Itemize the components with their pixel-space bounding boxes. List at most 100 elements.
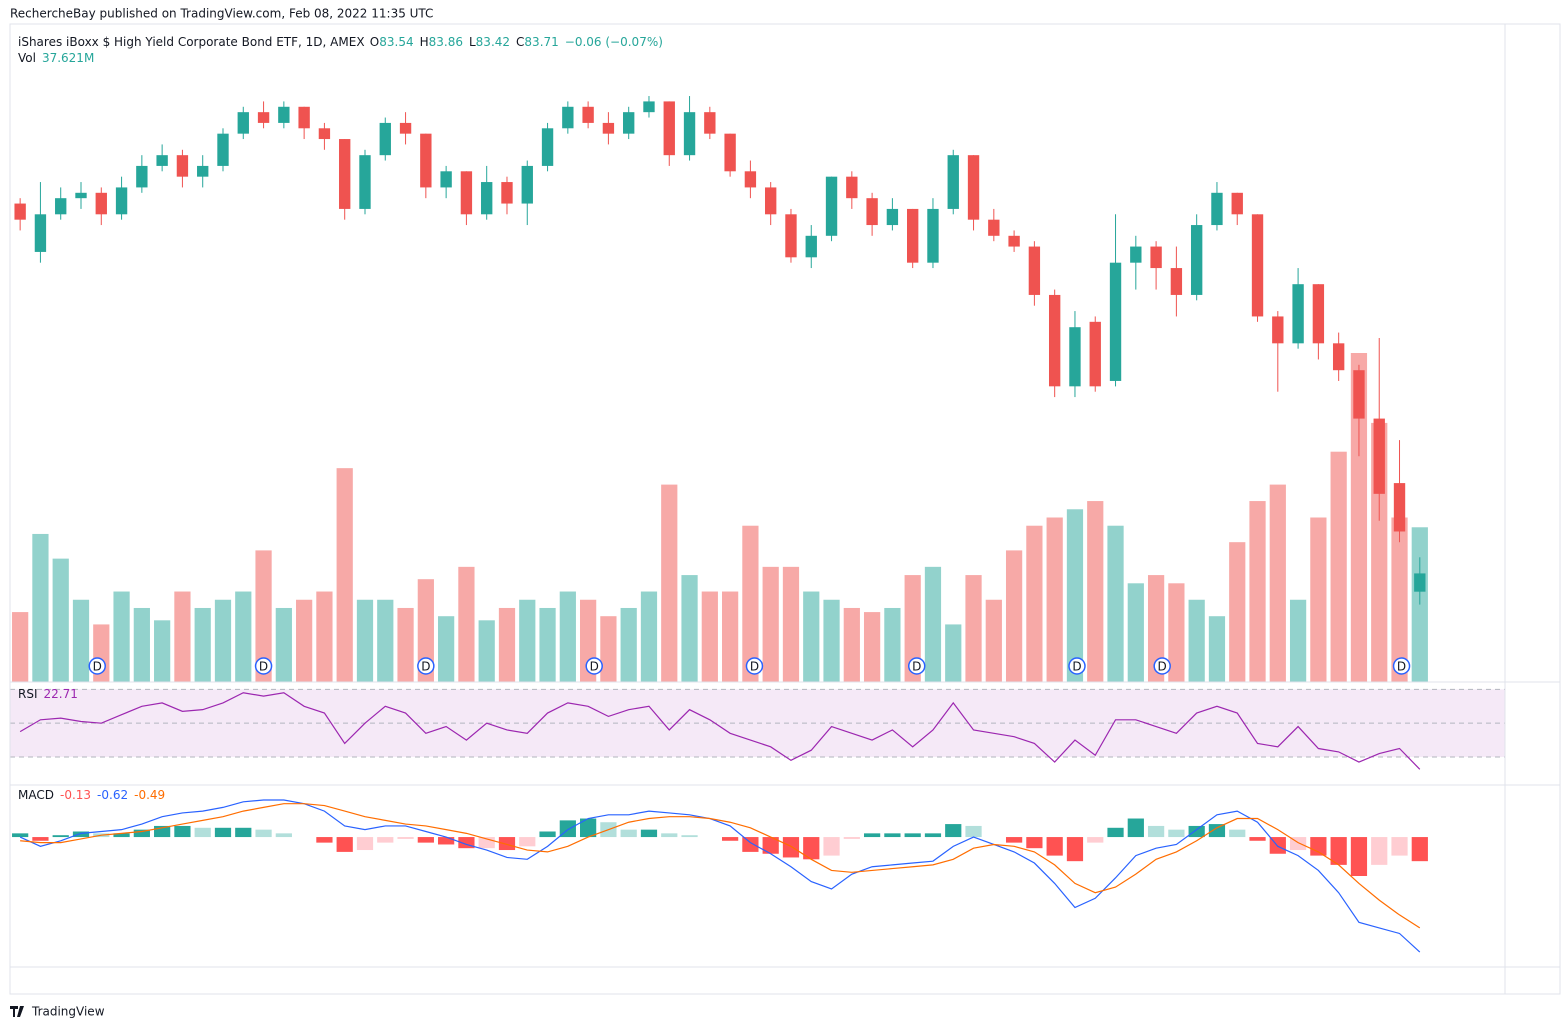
candle-body [785,214,797,258]
rsi-name: RSI [18,687,38,701]
dividend-label: D [912,660,921,674]
candle-body [704,112,716,134]
rsi-line [19,692,1421,770]
candle-body [156,155,168,166]
candle-body [643,101,655,113]
dividend-marker [254,657,273,675]
frame-layer [9,23,1561,995]
candle-body [460,171,473,215]
candle-body [907,208,919,263]
macd-histogram-bar [762,837,779,854]
macd-histogram-bar [620,829,637,838]
candle-body [217,133,229,166]
candle-body [257,112,270,123]
legend-label: C [516,35,524,49]
macd-histogram-bar [1188,825,1205,838]
macd-histogram-bar [924,833,942,838]
dividend-marker [1392,657,1411,675]
macd-histogram-bar [1046,837,1063,856]
macd-histogram-bar [945,824,962,838]
volume-bar [417,579,434,682]
candle-body [136,165,148,188]
volume-bar [1188,599,1205,682]
macd-histogram-bar [965,825,982,838]
volume-bar [336,468,353,682]
candle-body [541,128,554,166]
macd-histogram-bar [1350,837,1368,876]
candle-body [34,214,47,252]
volume-bar [843,607,860,682]
candle-body [1069,327,1081,387]
macd-histogram-bar [640,829,658,838]
volume-bar [782,566,800,682]
macd-histogram-bar [1249,837,1266,841]
macd-histogram-bar [1371,837,1388,865]
candle-body [176,155,189,177]
dividend-label: D [1397,660,1406,674]
candle-body [765,187,777,215]
volume-bar [235,591,252,682]
candle-body [1353,370,1365,419]
candle-body [1373,418,1385,494]
macd-histogram-bar [275,833,292,838]
symbol-title: iShares iBoxx $ High Yield Corporate Bon… [18,35,364,49]
candle-body [379,122,391,156]
candle-body [683,112,696,156]
volume-bar [133,607,150,682]
macd-histogram-bar [133,829,150,838]
legend-label: O [370,35,379,49]
volume-bar [1391,517,1408,682]
rsi-legend: RSI 22.71 [18,687,78,701]
volume-bar [377,599,394,682]
volume-bar [823,599,840,682]
macd-histogram-bar [1147,825,1165,838]
macd-histogram-bar [214,827,232,838]
candle-body [521,165,533,204]
legend-value: 83.71 [524,35,558,49]
volume-bar [519,599,536,682]
macd-histogram-bar [1168,829,1185,838]
dividend-marker [1153,657,1171,675]
candle-body [1170,268,1183,295]
volume-bar [1026,525,1043,682]
candle-body [886,208,899,226]
volume-bar [742,525,759,682]
macd-histogram-bar [863,833,881,838]
dividend-marker [1068,657,1086,675]
volume-bar [1249,501,1266,682]
legend-label: H [420,35,429,49]
frame [9,23,1561,995]
dividend-marker [585,657,603,675]
candle-body [1130,246,1142,263]
macd-histogram-bar [580,818,597,838]
volume-bar [661,484,678,682]
macd-histogram-bar [1127,818,1144,838]
marks-layer [12,96,1428,953]
volume-bar [1350,353,1368,682]
macd-histogram-bar [1391,837,1408,856]
candle-body [14,203,26,220]
macd-histogram-bar [843,837,860,839]
volume-bar [12,612,29,682]
volume-bar [1168,583,1185,682]
candle-body [1414,573,1426,592]
volume-bar [701,591,718,682]
volume-bar [113,591,130,682]
candle-body [399,122,412,134]
candle-body [1190,225,1203,295]
macd-histogram-bar [1005,837,1023,843]
candle-body [1312,284,1325,344]
volume-bar [1229,542,1246,682]
candle-body [1272,316,1284,344]
macd-histogram-bar [1026,837,1043,849]
macd-histogram-bar [681,835,698,838]
candle-body [602,122,615,134]
candle-body [805,235,817,258]
volume-bar [1310,517,1327,682]
candle-body [988,219,1000,236]
volume-bar [904,575,921,682]
macd-histogram-bar [194,827,211,838]
macd-name: MACD [18,788,54,802]
